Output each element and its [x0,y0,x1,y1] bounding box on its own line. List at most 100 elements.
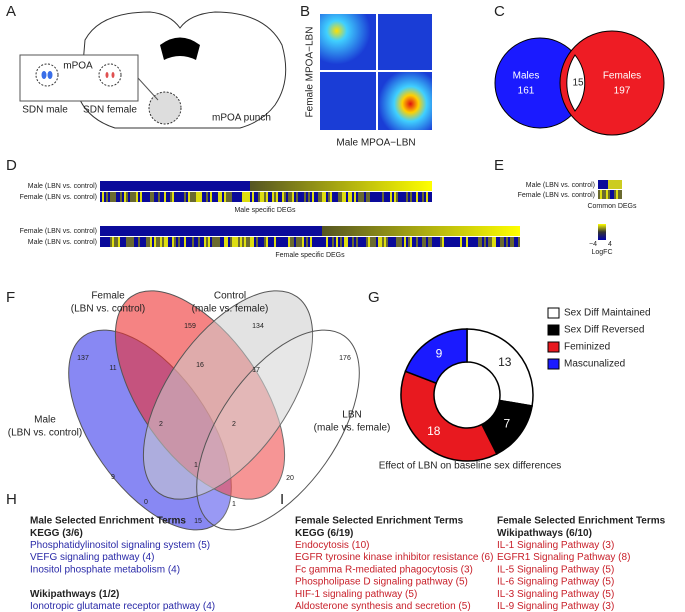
heatmap-cell [256,192,258,202]
heatmap-cell [342,192,344,202]
heatmap-cell [202,237,204,247]
heatmap-cell [500,237,502,247]
heatmap-cell [506,237,508,247]
heatmap-cell [306,192,308,202]
heatmap-cell [364,237,366,247]
heatmap-cell [352,192,354,202]
heatmap-cell [612,190,614,199]
heatmap-cell [158,237,160,247]
heatmap-cell [486,237,488,247]
heatmap-cell [378,192,380,202]
heatmap-cell [292,237,294,247]
heatmap-cell [498,237,500,247]
heatmap-cell [436,237,438,247]
heatmap-cell [148,237,150,247]
heatmap-cell [128,192,130,202]
heatmap-cell [186,237,188,247]
heatmap-cell [290,237,292,247]
heatmap-cell [460,237,462,247]
heatmap-cell [356,192,358,202]
heatmap-cell [384,192,386,202]
heatmap-cell [388,237,390,247]
heatmap-cell [120,192,122,202]
heatmap-cell [304,192,306,202]
heatmap-cell [430,237,432,247]
heatmap-cell [214,237,216,247]
set-label: (male vs. female) [192,304,269,315]
legend-label: Sex Diff Maintained [564,308,651,319]
heatmap-cell [226,192,228,202]
heatmap-cell [388,192,390,202]
row-label: Male (LBN vs. control) [28,239,97,246]
heatmap-cell [238,237,240,247]
heatmap-cell [160,237,162,247]
heatmap-cell [328,237,330,247]
heatmap-cell [240,237,242,247]
term: IL-1 Signaling Pathway (3) [497,540,614,551]
heatmap-cell [170,192,172,202]
heatmap-cell [224,192,226,202]
heatmap-cell [242,237,244,247]
term: Phospholipase D signaling pathway (5) [295,577,468,588]
brain-outline [79,11,287,129]
heatmap-cell [504,237,506,247]
heatmap-cell [462,237,464,247]
heatmap-cell [320,237,322,247]
heatmap-cell [298,192,300,202]
heatmap-cell [252,192,254,202]
heatmap-cell [336,192,338,202]
legend-swatch [547,358,560,370]
heatmap-cell [394,237,396,247]
panel-letter: H [6,491,17,508]
heatmap-cell [344,192,346,202]
heatmap-cell [450,237,452,247]
heatmap-cell [250,237,252,247]
heatmap-cell [334,192,336,202]
heatmap-cell [208,192,210,202]
heatmap-cell [402,192,404,202]
heatmap-cell [254,237,256,247]
heatmap-cell [416,237,418,247]
set-label: (LBN vs. control) [8,428,82,439]
heatmap-cell [212,237,214,247]
heatmap-cell [262,192,264,202]
heatmap-cell [370,237,372,247]
heatmap-cell [210,192,212,202]
chart-title: Effect of LBN on baseline sex difference… [379,461,562,472]
heatmap-cell [302,237,304,247]
heatmap-cell [232,192,234,202]
heatmap-cell [348,237,350,247]
scale-label: LogFC [591,249,612,256]
heatmap-cell [126,192,128,202]
heatmap-cell [218,237,220,247]
legend-swatch [547,307,560,319]
heatmap-cell [276,192,278,202]
heatmap-cell [156,192,158,202]
heatmap-cell [468,237,470,247]
heatmap-cell [148,192,150,202]
set-name: Females [603,71,641,82]
heatmap-cell [266,237,268,247]
term: EGFR1 Signaling Pathway (8) [497,552,630,563]
heatmap-cell [298,237,300,247]
venn-control [142,290,314,500]
heatmap-cell [244,192,246,202]
heatmap-cell [408,237,410,247]
heatmap-cell [304,237,306,247]
heatmap-cell [274,237,276,247]
heatmap-cell [150,192,152,202]
heatmap-cell [508,237,510,247]
term: Inositol phosphate metabolism (4) [30,564,180,575]
heatmap-cell [332,237,334,247]
heatmap-cell [454,237,456,247]
term: IL-6 Signaling Pathway (5) [497,577,614,588]
heatmap-cell [326,192,328,202]
list-title: Female Selected Enrichment Terms [295,516,464,527]
heatmap-cell [184,237,186,247]
heatmap-cell [118,237,120,247]
heatmap-cell [260,237,262,247]
heatmap-cell [610,190,612,199]
heatmap-cell [314,237,316,247]
heatmap-cell [224,237,226,247]
heatmap-row [598,190,622,199]
